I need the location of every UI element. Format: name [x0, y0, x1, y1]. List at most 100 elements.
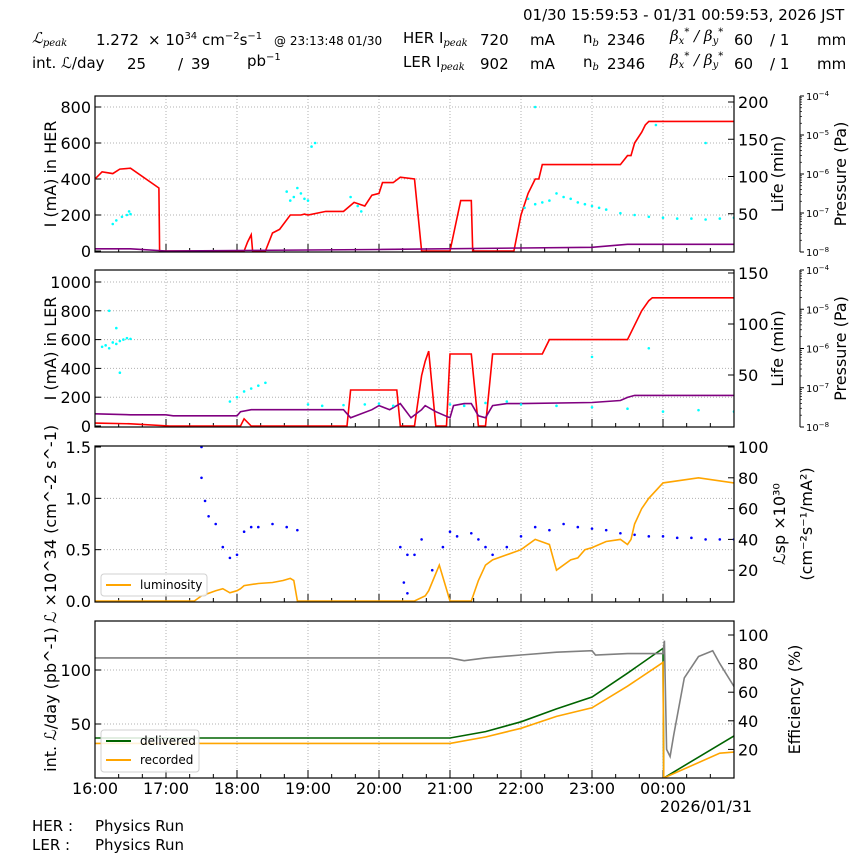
svg-text:10−8: 10−8	[806, 421, 829, 434]
scatter-point	[633, 213, 636, 217]
scatter-point	[242, 530, 246, 533]
scatter-point	[296, 528, 299, 532]
scatter-point	[257, 525, 260, 529]
y-right-tick-label: 80	[738, 655, 758, 674]
scatter-point	[704, 218, 707, 221]
y-axis-label: ℒ ×10^34 (cm^-2 s^-1)	[41, 425, 60, 623]
peak-lumi-time: @ 23:13:48 01/30	[274, 34, 383, 48]
svg-text:10−7: 10−7	[806, 207, 829, 220]
scatter-point	[271, 522, 274, 526]
int-lumi-sep: /	[178, 55, 184, 73]
scatter-point	[420, 538, 423, 541]
y-tick-label: 200	[60, 388, 91, 407]
scatter-point	[104, 344, 107, 347]
series-line	[95, 476, 734, 602]
scatter-point	[118, 339, 122, 343]
scatter-point	[626, 407, 629, 411]
scatter-point	[548, 199, 551, 202]
scatter-point	[526, 197, 530, 201]
y-tick-label: 1000	[50, 273, 91, 292]
scatter-point	[533, 525, 537, 529]
peak-lumi-label: ℒpeak	[32, 29, 68, 49]
scatter-point	[342, 403, 345, 407]
series-line	[95, 243, 734, 252]
scatter-point	[214, 522, 217, 526]
scatter-point	[288, 199, 292, 202]
scatter-point	[228, 400, 232, 403]
her-ipeak-unit: mA	[530, 31, 555, 49]
scatter-point	[597, 206, 601, 210]
scatter-point	[562, 195, 565, 199]
scatter-point	[125, 336, 129, 340]
scatter-point	[583, 202, 587, 206]
panel-ler: 0 200 400 600 800 1000 50 100 150 I (mA) in LER Li…	[41, 264, 850, 436]
y-right-tick-label: 20	[738, 740, 758, 759]
int-lumi-unit: pb−1	[247, 52, 281, 70]
svg-text:10−6: 10−6	[806, 168, 830, 181]
scatter-point	[590, 355, 594, 359]
y-tick-label: 100	[60, 661, 91, 680]
scatter-point	[115, 326, 118, 330]
scatter-point	[320, 404, 324, 408]
scatter-point	[249, 525, 253, 529]
ler-beta-y: / 1	[770, 55, 790, 73]
y-tick-label: 0.5	[66, 541, 91, 560]
legend: delivered recorded	[100, 729, 200, 773]
scatter-point	[533, 202, 537, 206]
scatter-point	[122, 338, 125, 341]
y-tick-label: 600	[60, 331, 91, 350]
scatter-point	[306, 199, 310, 202]
y-axis-label: int. ℒ/day (pb^-1)	[41, 627, 60, 772]
y-tick-label: 1.0	[66, 489, 91, 508]
scatter-point	[484, 545, 487, 549]
scatter-point	[441, 545, 445, 549]
y-right-tick-label: 200	[738, 93, 769, 112]
scatter-point	[541, 201, 544, 204]
scatter-point	[292, 195, 296, 199]
scatter-point	[391, 404, 395, 408]
y-tick-label: 0.0	[66, 592, 91, 611]
peak-lumi-unit: × 1034 cm−2s−1	[148, 31, 263, 49]
x-date-label: 2026/01/31	[660, 797, 752, 816]
svg-text:10−5: 10−5	[806, 303, 829, 316]
scatter-point	[704, 141, 707, 145]
x-tick-label: 16:00	[72, 779, 118, 798]
scatter-point	[654, 123, 658, 127]
scatter-point	[235, 395, 239, 399]
scatter-point	[111, 341, 115, 344]
ler-nb-value: 2346	[607, 55, 646, 73]
y-tick-label: 400	[60, 170, 91, 189]
y-right-tick-label: 150	[738, 130, 769, 149]
her-status-label: HER :	[32, 817, 74, 835]
scatter-point	[661, 216, 665, 219]
scatter-point	[590, 204, 594, 208]
scatter-point	[399, 545, 402, 549]
y-right-axis-label: Life (min)	[768, 310, 787, 387]
scatter-point	[462, 404, 466, 408]
scatter-point	[207, 515, 210, 518]
y-tick-label: 200	[60, 206, 91, 225]
x-tick-label: 21:00	[427, 779, 473, 798]
scatter-point	[718, 217, 722, 220]
scatter-point	[120, 215, 124, 219]
y-tick-label: 1.5	[66, 438, 91, 457]
y-tick-label: 800	[60, 98, 91, 117]
scatter-point	[264, 381, 267, 385]
y-right2-axis-label: Pressure (Pa)	[831, 122, 850, 227]
x-tick-label: 23:00	[569, 779, 615, 798]
x-tick-label: 20:00	[356, 779, 402, 798]
scatter-point	[129, 212, 132, 216]
scatter-point	[533, 105, 537, 109]
y-right-tick-label: 80	[738, 469, 758, 488]
legend: luminosity	[100, 573, 208, 597]
scatter-point	[406, 553, 409, 557]
scatter-point	[349, 195, 352, 199]
scatter-point	[590, 405, 594, 409]
y-right-tick-label: 50	[738, 205, 758, 224]
y-tick-label: 800	[60, 302, 91, 321]
scatter-point	[619, 211, 622, 215]
svg-text:10−4: 10−4	[806, 264, 830, 277]
scatter-point	[604, 208, 608, 211]
